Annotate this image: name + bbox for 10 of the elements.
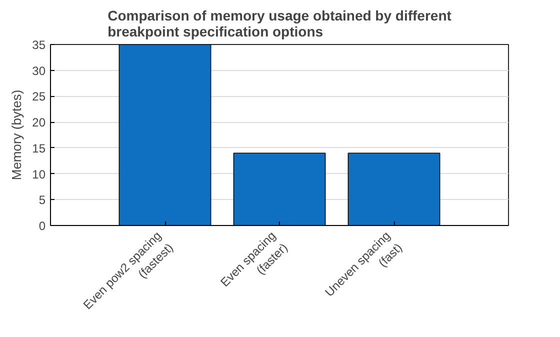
y-tick-label: 5: [38, 193, 46, 208]
y-tick-label: 20: [32, 116, 46, 130]
y-tick-label: 0: [38, 219, 46, 233]
y-tick-label: 35: [32, 38, 46, 52]
chart-title: Comparison of memory usage obtained by different breakpoint specification options: [108, 8, 452, 40]
y-tick-label: 25: [32, 90, 46, 104]
y-axis-title: Memory (bytes): [9, 90, 24, 180]
y-tick-label: 30: [32, 64, 46, 78]
y-tick-label: 15: [32, 141, 46, 156]
y-tick-label: 10: [32, 167, 46, 182]
